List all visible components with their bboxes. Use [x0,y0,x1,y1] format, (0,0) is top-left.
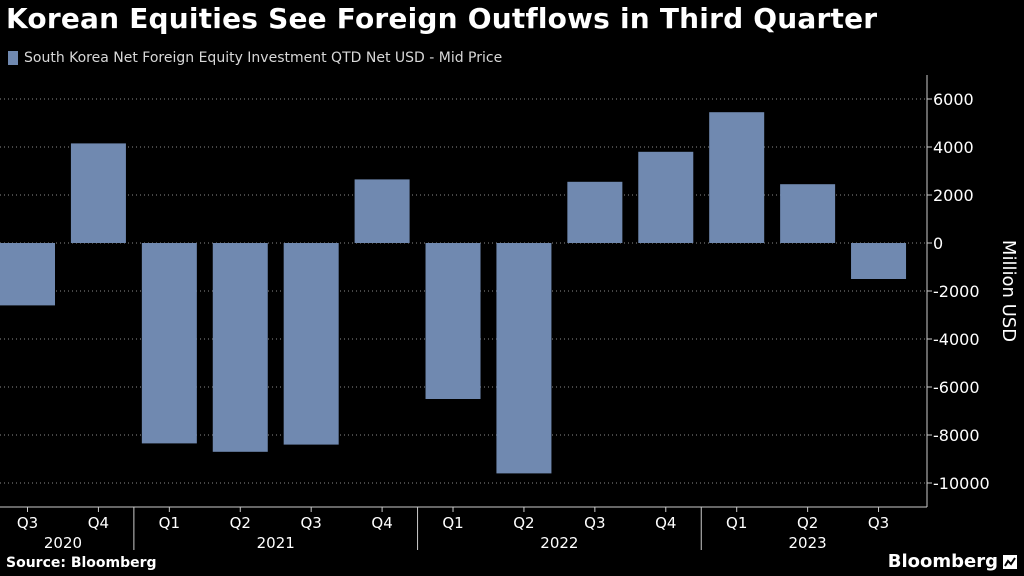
y-axis-title: Million USD [998,240,1019,342]
x-tick-label: Q4 [88,514,109,532]
x-tick-label: Q4 [655,514,676,532]
x-tick-label: Q2 [513,514,534,532]
y-tick-label: 0 [933,234,943,253]
y-tick-label: -2000 [933,282,980,301]
y-tick-label: 6000 [933,90,974,109]
x-year-label: 2022 [540,534,578,552]
legend-label: South Korea Net Foreign Equity Investmen… [24,50,503,66]
brand-name: Bloomberg [887,551,998,572]
x-tick-label: Q2 [797,514,818,532]
bar [709,112,765,243]
y-tick-label: 4000 [933,138,974,157]
x-tick-label: Q1 [159,514,180,532]
legend: South Korea Net Foreign Equity Investmen… [8,50,502,66]
y-tick-label: -4000 [933,330,980,349]
x-tick-label: Q1 [726,514,747,532]
y-tick-label: -6000 [933,378,980,397]
bar [567,181,623,243]
bloomberg-terminal-icon [1003,554,1017,569]
chart-title: Korean Equities See Foreign Outflows in … [6,2,878,35]
x-tick-label: Q3 [17,514,38,532]
bloomberg-logo: Bloomberg [888,551,1018,572]
bar [70,143,126,243]
x-tick-label: Q3 [868,514,889,532]
x-tick-label: Q4 [371,514,392,532]
bar [638,151,694,243]
y-tick-label: -10000 [933,474,990,493]
x-tick-label: Q3 [584,514,605,532]
bar [425,243,481,399]
x-tick-label: Q2 [230,514,251,532]
x-tick-label: Q3 [301,514,322,532]
x-year-label: 2023 [789,534,827,552]
y-tick-label: 2000 [933,186,974,205]
x-year-label: 2021 [257,534,295,552]
bar [212,243,268,452]
bar [0,243,55,306]
bar [496,243,552,474]
bar [141,243,197,444]
x-tick-label: Q1 [442,514,463,532]
x-year-label: 2020 [44,534,82,552]
legend-swatch [8,51,18,65]
bar [283,243,339,445]
bar [851,243,907,279]
y-tick-label: -8000 [933,426,980,445]
bar [780,184,836,243]
bar [354,179,410,243]
source-note: Source: Bloomberg [6,555,157,571]
